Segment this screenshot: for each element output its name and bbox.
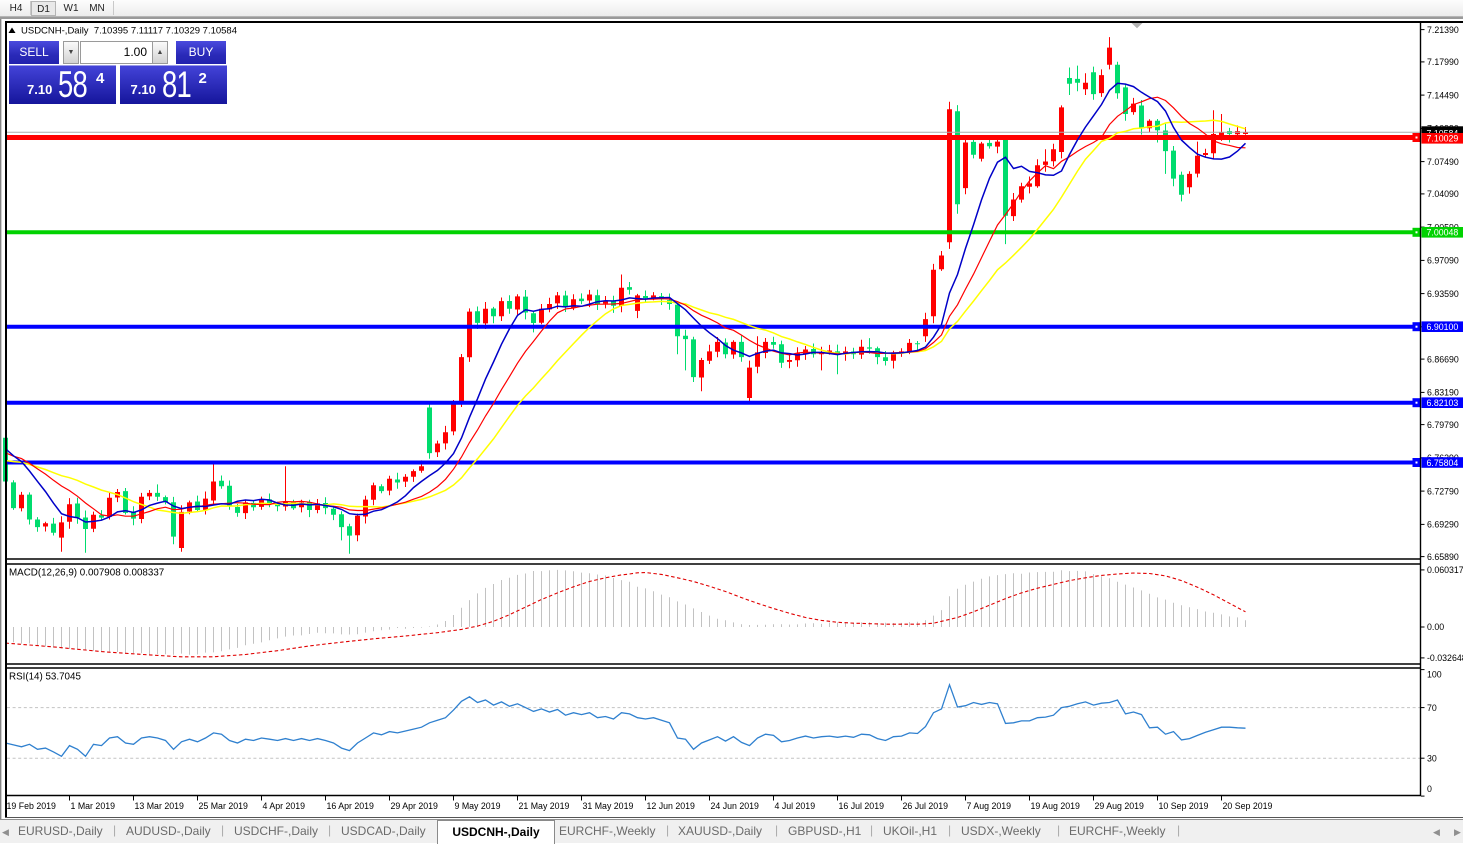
svg-text:0.060317: 0.060317 xyxy=(1427,565,1463,575)
svg-text:4 Apr 2019: 4 Apr 2019 xyxy=(263,801,306,811)
svg-text:MACD(12,26,9) 0.007908 0.00833: MACD(12,26,9) 0.007908 0.008337 xyxy=(9,568,164,579)
svg-text:9 May 2019: 9 May 2019 xyxy=(455,801,501,811)
svg-text:6.72790: 6.72790 xyxy=(1427,486,1459,496)
svg-text:7.14490: 7.14490 xyxy=(1427,90,1459,100)
svg-text:100: 100 xyxy=(1427,670,1442,680)
svg-text:21 May 2019: 21 May 2019 xyxy=(519,801,570,811)
svg-text:0: 0 xyxy=(1427,784,1432,794)
svg-text:13 Mar 2019: 13 Mar 2019 xyxy=(135,801,184,811)
svg-text:6.90100: 6.90100 xyxy=(1427,322,1459,332)
svg-text:70: 70 xyxy=(1427,703,1437,713)
svg-text:6.83190: 6.83190 xyxy=(1427,388,1459,398)
svg-text:6.75804: 6.75804 xyxy=(1427,458,1459,468)
svg-text:0.00: 0.00 xyxy=(1427,622,1444,632)
svg-text:26 Jul 2019: 26 Jul 2019 xyxy=(903,801,949,811)
svg-text:6.93590: 6.93590 xyxy=(1427,289,1459,299)
svg-text:25 Mar 2019: 25 Mar 2019 xyxy=(199,801,248,811)
svg-text:6.69290: 6.69290 xyxy=(1427,520,1459,530)
svg-text:19 Feb 2019: 19 Feb 2019 xyxy=(7,801,57,811)
svg-text:4 Jul 2019: 4 Jul 2019 xyxy=(775,801,816,811)
svg-text:29 Apr 2019: 29 Apr 2019 xyxy=(391,801,439,811)
svg-text:30: 30 xyxy=(1427,753,1437,763)
svg-text:20 Sep 2019: 20 Sep 2019 xyxy=(1223,801,1273,811)
svg-text:6.97090: 6.97090 xyxy=(1427,256,1459,266)
svg-text:6.86690: 6.86690 xyxy=(1427,354,1459,364)
svg-text:6.79790: 6.79790 xyxy=(1427,420,1459,430)
svg-text:7 Aug 2019: 7 Aug 2019 xyxy=(967,801,1012,811)
svg-text:RSI(14) 53.7045: RSI(14) 53.7045 xyxy=(9,672,81,683)
svg-text:12 Jun 2019: 12 Jun 2019 xyxy=(647,801,696,811)
svg-text:7.17990: 7.17990 xyxy=(1427,57,1459,67)
svg-text:19 Aug 2019: 19 Aug 2019 xyxy=(1031,801,1081,811)
svg-text:6.65890: 6.65890 xyxy=(1427,552,1459,562)
svg-text:1 Mar 2019: 1 Mar 2019 xyxy=(71,801,116,811)
svg-text:16 Apr 2019: 16 Apr 2019 xyxy=(327,801,375,811)
svg-text:-0.032648: -0.032648 xyxy=(1427,653,1463,663)
svg-text:7.21390: 7.21390 xyxy=(1427,25,1459,35)
svg-text:USDCNH-,Daily 7.10395 7.11117: USDCNH-,Daily 7.10395 7.11117 7.10329 7.… xyxy=(21,26,237,37)
svg-text:16 Jul 2019: 16 Jul 2019 xyxy=(839,801,885,811)
svg-text:29 Aug 2019: 29 Aug 2019 xyxy=(1095,801,1145,811)
svg-text:7.04090: 7.04090 xyxy=(1427,189,1459,199)
svg-text:31 May 2019: 31 May 2019 xyxy=(583,801,634,811)
svg-text:7.07490: 7.07490 xyxy=(1427,157,1459,167)
svg-text:7.00048: 7.00048 xyxy=(1427,228,1459,238)
svg-text:6.82103: 6.82103 xyxy=(1427,398,1459,408)
svg-text:10 Sep 2019: 10 Sep 2019 xyxy=(1159,801,1209,811)
svg-text:7.10029: 7.10029 xyxy=(1427,134,1459,144)
svg-text:24 Jun 2019: 24 Jun 2019 xyxy=(711,801,760,811)
